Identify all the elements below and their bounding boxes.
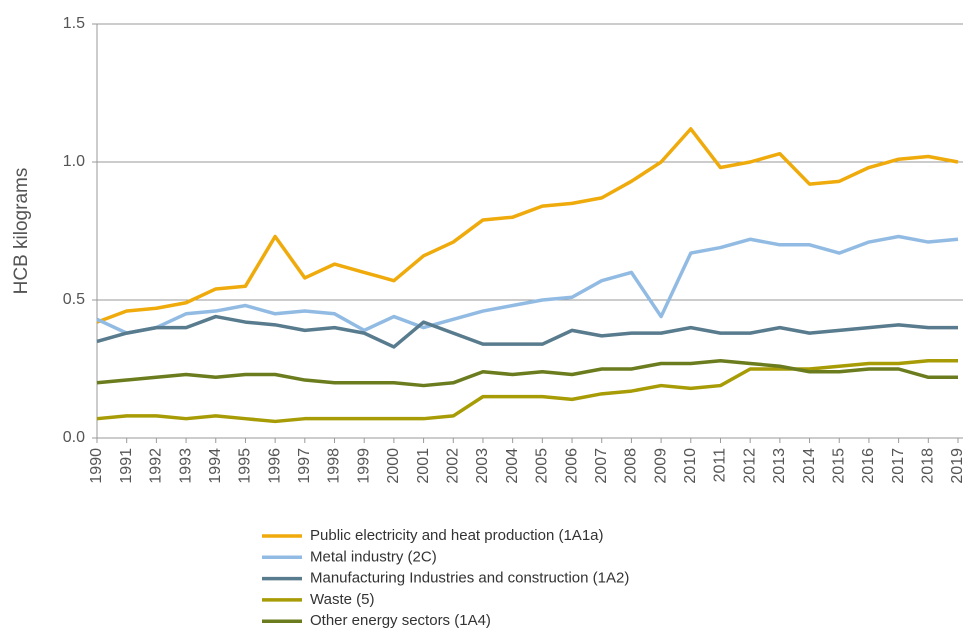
x-tick-label: 2002	[444, 448, 461, 484]
x-tick-label: 1992	[148, 448, 165, 484]
y-tick-label: 1.0	[63, 153, 85, 170]
x-tick-label: 1991	[118, 448, 135, 484]
y-tick-label: 0.5	[63, 291, 85, 308]
series-line	[96, 127, 959, 324]
x-tick-label: 2005	[534, 448, 551, 484]
x-tick-label: 2014	[801, 448, 818, 484]
x-tick-label: 2013	[771, 448, 788, 484]
x-tick-label: 2001	[415, 448, 432, 484]
x-tick-label: 2015	[830, 448, 847, 484]
x-tick-label: 1995	[237, 448, 254, 484]
x-tick-label: 1998	[326, 448, 343, 484]
series-line	[96, 358, 958, 388]
legend-label: Public electricity and heat production (…	[310, 527, 604, 544]
x-tick-label: 2018	[920, 448, 937, 484]
x-tick-label: 2011	[712, 448, 729, 483]
series-line	[96, 314, 958, 349]
x-tick-label: 2017	[890, 448, 907, 484]
x-tick-label: 2000	[385, 448, 402, 484]
legend-label: Metal industry (2C)	[310, 548, 437, 565]
series-line	[96, 358, 958, 424]
y-axis-label: HCB kilograms	[11, 168, 32, 295]
x-tick-label: 2003	[474, 448, 491, 484]
x-tick-label: 1999	[355, 448, 372, 484]
y-tick-label: 1.5	[63, 15, 85, 32]
legend-label: Manufacturing Industries and constructio…	[310, 570, 629, 587]
legend-label: Other energy sectors (1A4)	[310, 612, 491, 629]
x-tick-label: 2006	[563, 448, 580, 484]
x-tick-label: 2009	[652, 448, 669, 484]
x-tick-label: 1997	[296, 448, 313, 484]
x-tick-label: 2007	[593, 448, 610, 484]
x-tick-label: 1996	[266, 448, 283, 484]
x-tick-label: 2012	[741, 448, 758, 484]
y-tick-label: 0.0	[63, 429, 85, 446]
x-tick-label: 1994	[207, 448, 224, 484]
x-tick-label: 2019	[949, 448, 966, 484]
legend-label: Waste (5)	[310, 591, 374, 608]
x-tick-label: 2008	[623, 448, 640, 484]
x-tick-label: 2004	[504, 448, 521, 484]
x-tick-label: 2016	[860, 448, 877, 484]
x-tick-label: 1993	[177, 448, 194, 484]
series-line	[96, 234, 959, 335]
x-tick-label: 1990	[88, 448, 105, 484]
x-tick-label: 2010	[682, 448, 699, 484]
